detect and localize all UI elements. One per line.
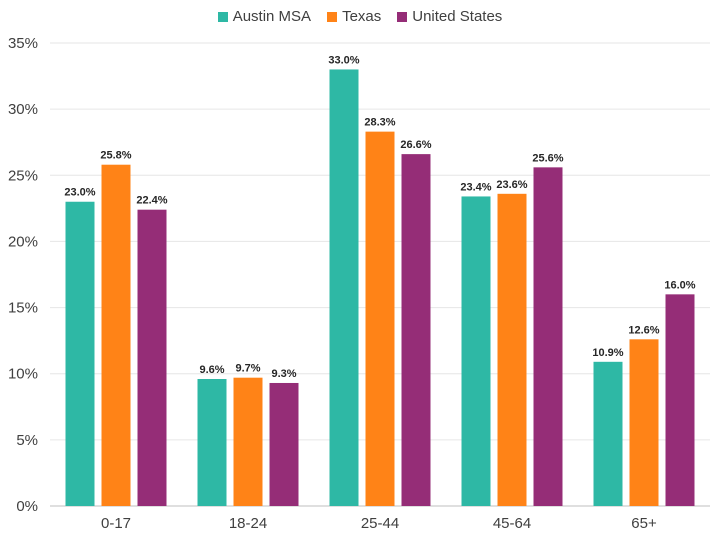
bar [461,196,491,507]
y-tick-label: 0% [16,498,38,515]
y-tick-label: 25% [8,167,38,184]
data-label: 33.0% [328,54,359,66]
legend-item-texas: Texas [327,8,381,25]
bar [629,339,659,506]
bar [329,69,359,506]
y-tick-label: 15% [8,300,38,317]
x-tick-label: 25-44 [361,515,399,532]
bar [593,361,623,506]
x-tick-label: 45-64 [493,515,531,532]
legend-label: Austin MSA [232,8,312,25]
data-label: 9.7% [235,363,260,375]
legend-item-united-states: United States [397,8,502,25]
bar [137,209,167,506]
y-tick-label: 5% [16,432,38,449]
data-label: 12.6% [628,324,659,336]
legend-swatch [327,11,338,22]
legend-swatch [217,11,228,22]
legend-label: United States [412,8,503,25]
data-label: 9.3% [271,368,296,380]
data-label: 23.6% [496,179,527,191]
y-tick-label: 35% [8,35,38,52]
data-label: 25.6% [532,152,563,164]
data-label: 9.6% [199,364,224,376]
y-tick-label: 20% [8,233,38,250]
data-label: 22.4% [136,195,167,207]
y-tick-label: 30% [8,101,38,118]
data-label: 23.4% [460,181,491,193]
data-label: 23.0% [64,187,95,199]
bar [365,131,395,507]
y-tick-label: 10% [8,366,38,383]
bar [65,201,95,506]
data-label: 16.0% [664,279,695,291]
x-tick-label: 65+ [631,515,657,532]
legend: Austin MSA Texas United States [0,8,720,25]
data-label: 25.8% [100,150,131,162]
x-tick-label: 0-17 [101,515,131,532]
bar [197,379,227,506]
x-tick-label: 18-24 [229,515,267,532]
bar [533,167,563,506]
bar [269,382,299,506]
bar [233,377,263,506]
bar [497,193,527,506]
legend-label: Texas [342,8,382,25]
bar [101,164,131,506]
bar [401,154,431,506]
legend-item-austin-msa: Austin MSA [217,8,312,25]
data-label: 26.6% [400,139,431,151]
bar [665,294,695,506]
data-label: 28.3% [364,117,395,129]
legend-swatch [397,11,408,22]
data-label: 10.9% [592,347,623,359]
